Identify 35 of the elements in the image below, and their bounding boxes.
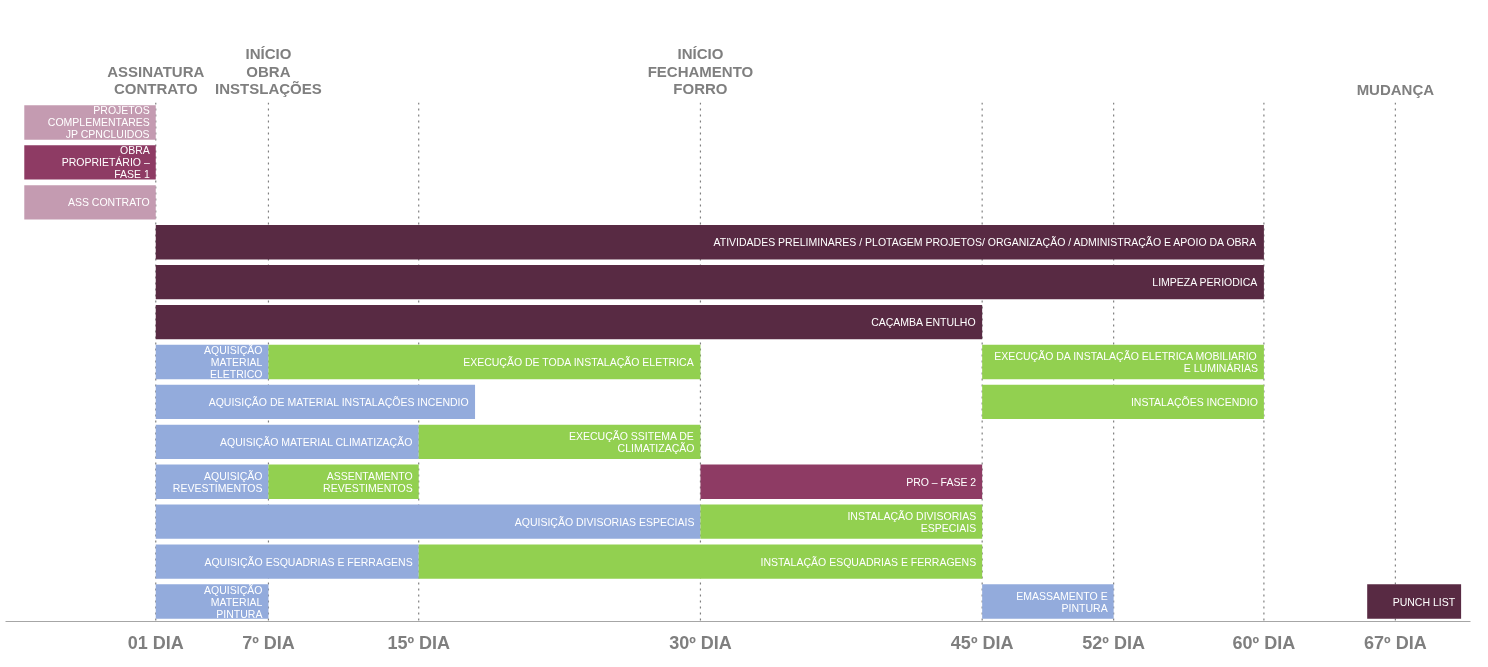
ref-line-label: INÍCIO OBRA INSTSLAÇÕES [215, 44, 322, 98]
x-tick-label: 30º DIA [669, 632, 732, 653]
ref-line-label: INÍCIO FECHAMENTO FORRO [647, 44, 754, 98]
series-label: ASS CONTRATO [67, 196, 150, 209]
x-tick-label: 52º DIA [1082, 632, 1145, 653]
ref-line-label: MUDANÇA [1356, 80, 1435, 98]
x-tick-label: 01 DIA [127, 632, 184, 653]
series-label: AQUISIÇÃO DE MATERIAL INSTALAÇÕES INCENDIO [208, 395, 469, 408]
series-label: LIMPEZA PERIODICA [1152, 276, 1258, 289]
series-label: INSTALAÇÃO DIVISORIAS ESPECIAIS [847, 509, 977, 534]
series-label: EXECUÇÃO DA INSTALAÇÃO ELETRICA MOBILIARIO E LUMINÁRIAS [994, 350, 1258, 374]
series-label: AQUISIÇÃO DIVISORIAS ESPECIAIS [514, 515, 695, 528]
x-tick-label: 67º DIA [1364, 632, 1427, 653]
series-label: PRO – FASE 2 [906, 475, 977, 488]
series-label: AQUISIÇÃO MATERIAL CLIMATIZAÇÃO [219, 435, 413, 448]
series-label: ASSENTAMENTO REVESTIMENTOS [323, 469, 413, 494]
series-label: INSTALAÇÕES INCENDIO [1130, 395, 1258, 408]
ref-line-label: ASSINATURA CONTRATO [107, 62, 205, 98]
series-label: OBRA PROPRIETÁRIO – FASE 1 [61, 144, 150, 181]
series-label: AQUISIÇÃO REVESTIMENTOS [172, 469, 263, 494]
x-tick-label: 15º DIA [387, 632, 451, 653]
series-label: ATIVIDADES PRELIMINARES / PLOTAGEM PROJETOS/ ORGANIZAÇÃO / ADMINISTRAÇÃO E APOIO DA OBRA [713, 236, 1257, 249]
x-tick-label: 7º DIA [242, 632, 295, 653]
series-label: AQUISIÇÃO MATERIAL ELETRICO [204, 344, 263, 380]
series-label: PUNCH LIST [1392, 595, 1456, 608]
series-label: CAÇAMBA ENTULHO [871, 316, 976, 329]
series-label: EXECUÇÃO DE TODA INSTALAÇÃO ELETRICA [463, 356, 694, 368]
series-label: AQUISIÇÃO ESQUADRIAS E FERRAGENS [204, 555, 413, 568]
x-tick-label: 45º DIA [950, 632, 1014, 653]
series-label: INSTALAÇÃO ESQUADRIAS E FERRAGENS [760, 555, 977, 568]
series-label: PROJETOS COMPLEMENTARES JP CPNCLUIDOS [47, 104, 150, 141]
series-label: EMASSAMENTO E PINTURA [1016, 589, 1108, 614]
series-label: EXECUÇÃO SSITEMA DE CLIMATIZAÇÃO [568, 429, 695, 454]
series-label: AQUISIÇÃO MATERIAL PINTURA [204, 583, 263, 620]
x-tick-label: 60º DIA [1232, 632, 1296, 653]
